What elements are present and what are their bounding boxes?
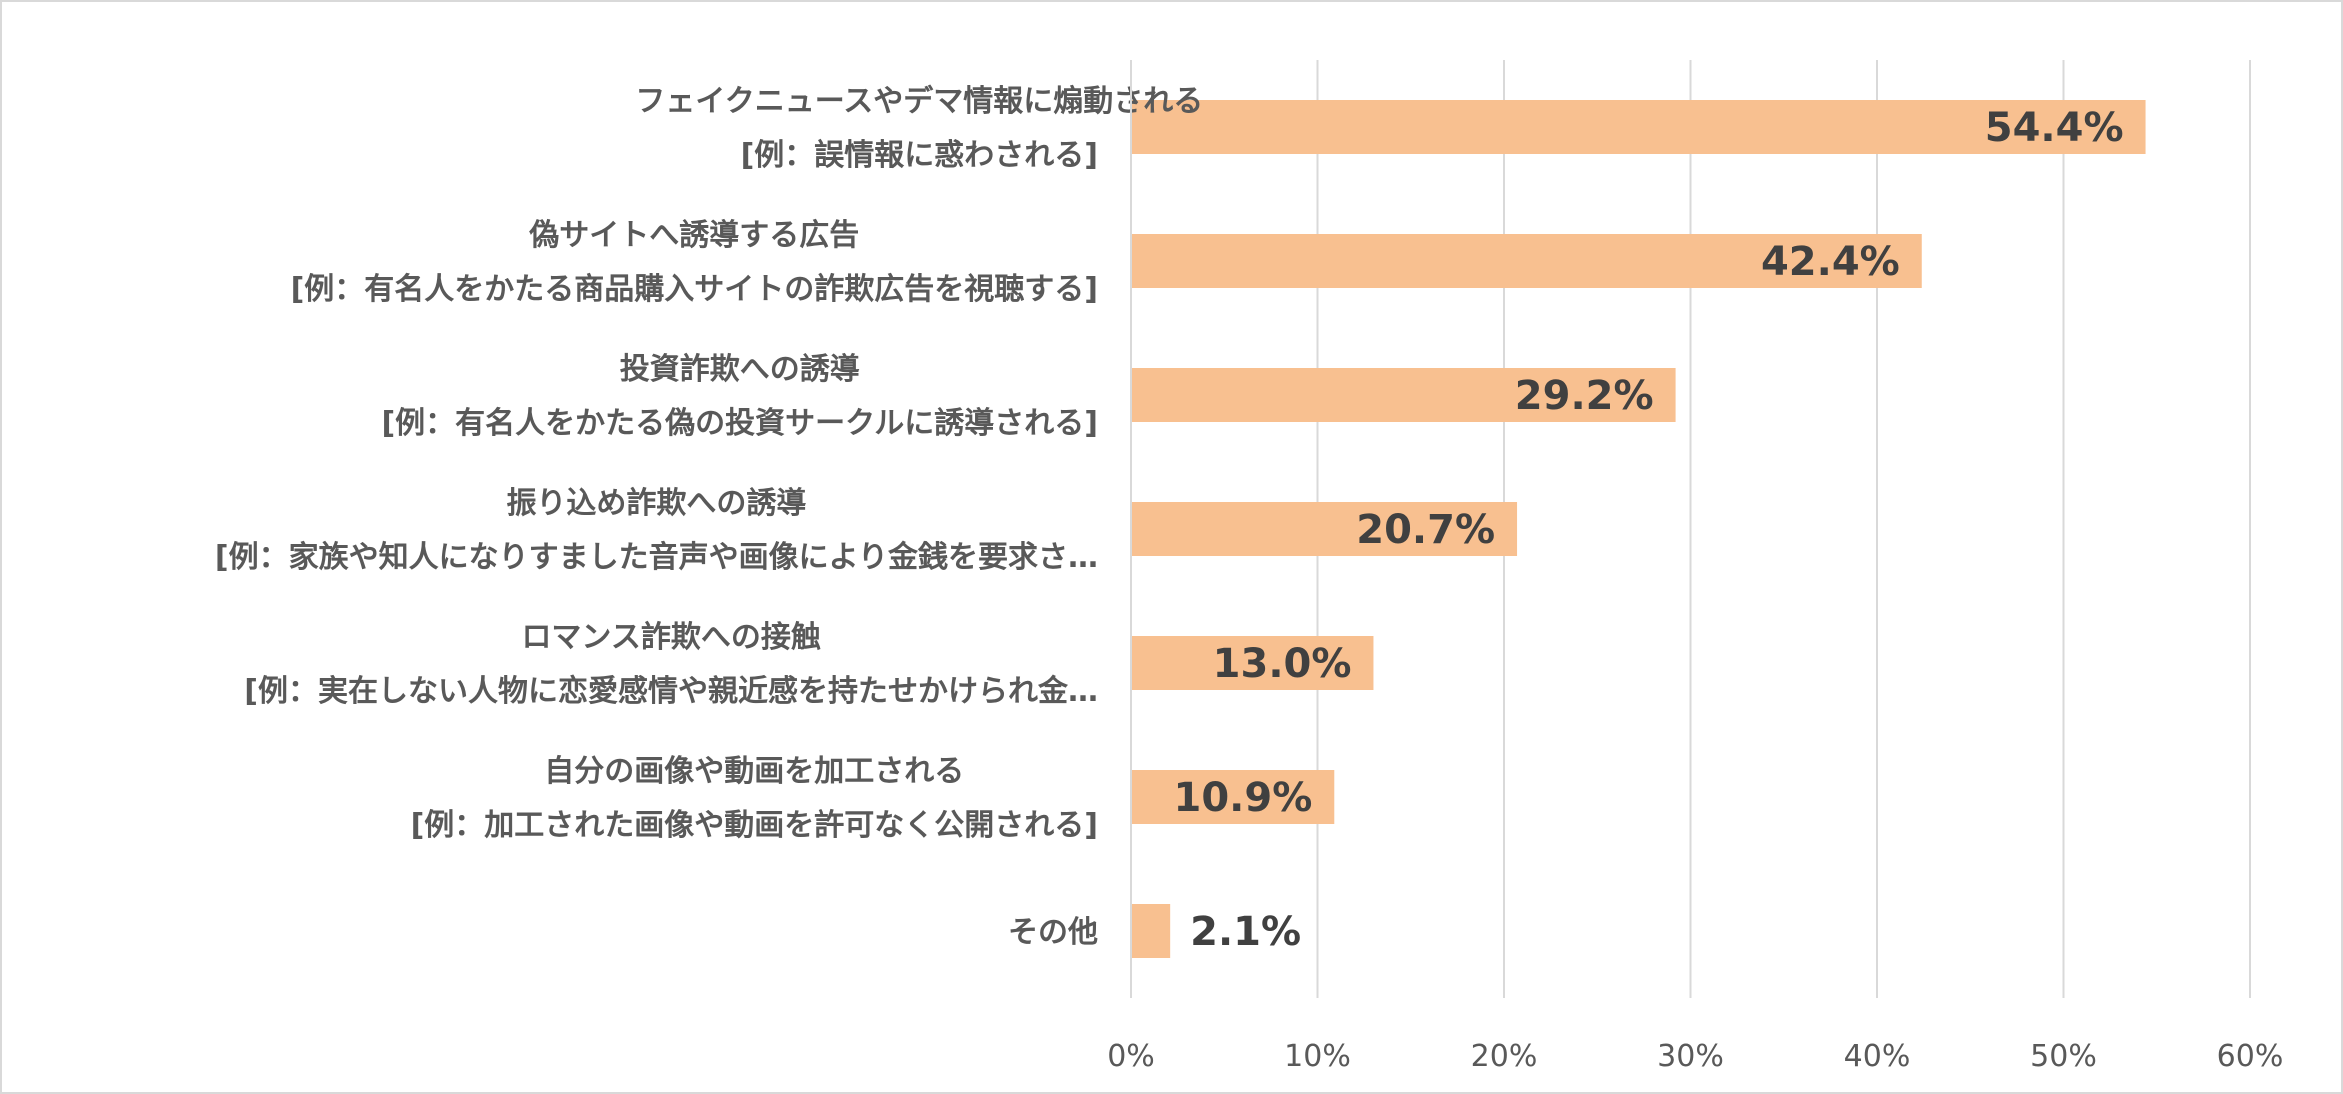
data-label: 2.1% bbox=[1190, 909, 1301, 955]
category-sublabel: [例：誤情報に惑わされる] bbox=[741, 138, 1098, 173]
category-label: 偽サイトへ誘導する広告 bbox=[528, 218, 859, 253]
category-label: 振り込め詐欺への誘導 bbox=[506, 486, 806, 521]
x-tick-label: 0% bbox=[1107, 1039, 1155, 1074]
x-tick-label: 50% bbox=[2030, 1039, 2097, 1074]
bar bbox=[1131, 904, 1171, 958]
data-label: 29.2% bbox=[1515, 373, 1654, 419]
x-tick-label: 10% bbox=[1284, 1039, 1351, 1074]
bar bbox=[1131, 368, 1676, 422]
category-label: その他 bbox=[1008, 915, 1098, 950]
category-label: 自分の画像や動画を加工される bbox=[544, 754, 964, 789]
x-tick-label: 60% bbox=[2217, 1039, 2284, 1074]
data-label: 20.7% bbox=[1356, 507, 1495, 553]
bar bbox=[1131, 502, 1518, 556]
category-sublabel: [例：実在しない人物に恋愛感情や親近感を持たせかけられ金… bbox=[244, 674, 1098, 709]
category-label: 投資詐欺への誘導 bbox=[620, 352, 860, 387]
category-sublabel: [例：有名人をかたる商品購入サイトの詐欺広告を視聴する] bbox=[291, 272, 1098, 307]
bar bbox=[1131, 770, 1335, 824]
x-tick-label: 20% bbox=[1471, 1039, 1538, 1074]
category-sublabel: [例：家族や知人になりすました音声や画像により金銭を要求さ… bbox=[215, 540, 1098, 575]
bar bbox=[1131, 234, 1922, 288]
x-tick-label: 40% bbox=[1844, 1039, 1911, 1074]
category-sublabel: [例：有名人をかたる偽の投資サークルに誘導される] bbox=[381, 406, 1098, 441]
category-label: ロマンス詐欺への接触 bbox=[521, 620, 820, 655]
data-label: 13.0% bbox=[1213, 641, 1352, 687]
x-tick-label: 30% bbox=[1657, 1039, 1724, 1074]
data-label: 54.4% bbox=[1985, 105, 2124, 151]
bar bbox=[1131, 100, 2146, 154]
data-label: 42.4% bbox=[1761, 239, 1900, 285]
category-label: フェイクニュースやデマ情報に煽動される bbox=[635, 84, 1203, 119]
category-sublabel: [例：加工された画像や動画を許可なく公開される] bbox=[411, 808, 1098, 843]
bar bbox=[1131, 636, 1374, 690]
data-label: 10.9% bbox=[1174, 775, 1313, 821]
